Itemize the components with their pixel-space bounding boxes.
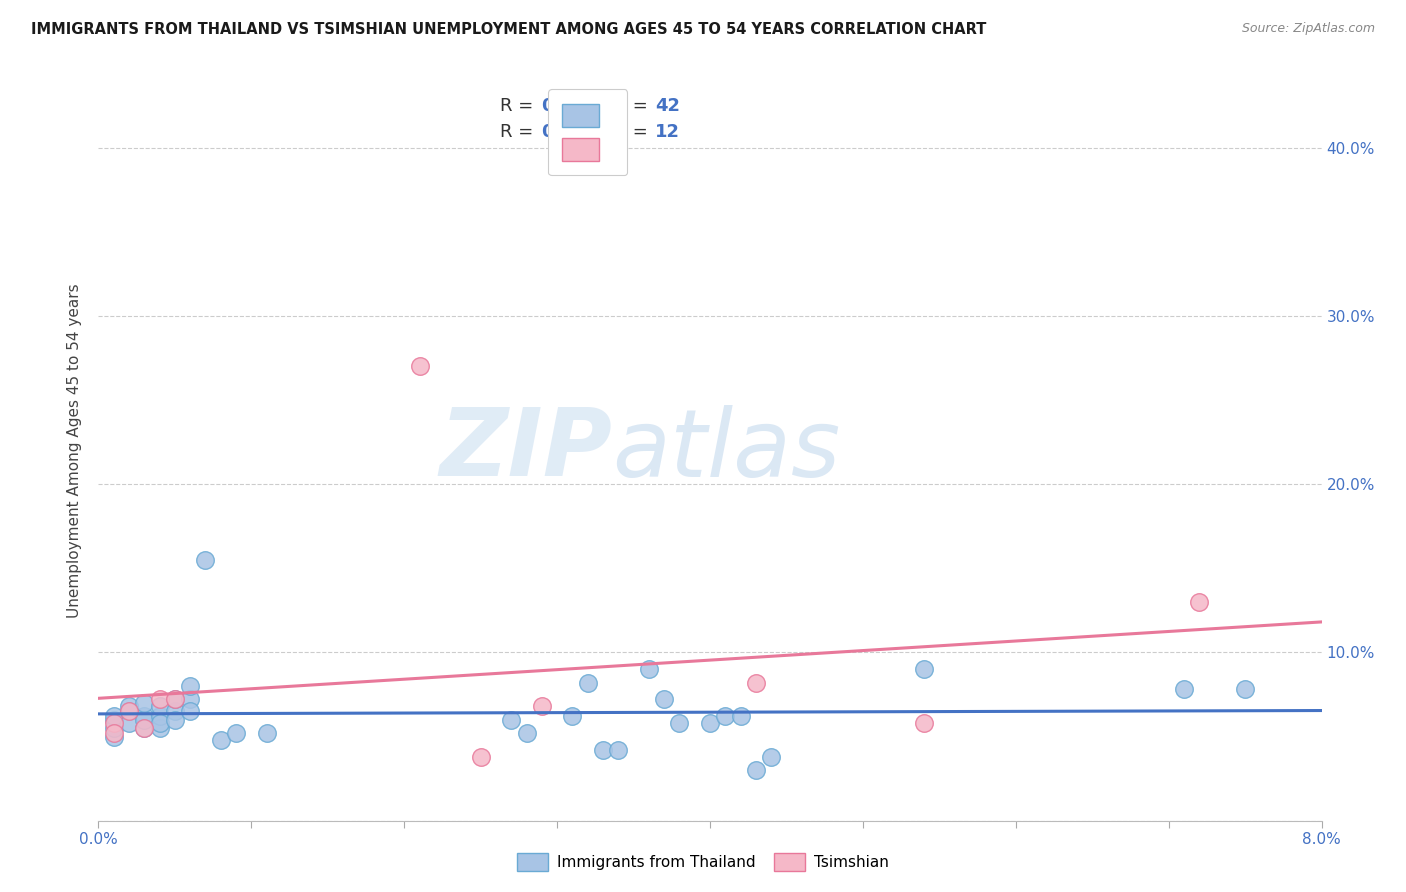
Point [103, 730, 125, 744]
Point [149, 716, 172, 731]
Point [134, 721, 156, 735]
Point [637, 662, 661, 676]
Point [103, 716, 125, 731]
Point [134, 696, 156, 710]
Legend: Immigrants from Thailand, Tsimshian: Immigrants from Thailand, Tsimshian [512, 847, 894, 877]
Point [912, 716, 935, 731]
Point [163, 713, 186, 727]
Point [576, 675, 599, 690]
Point [149, 721, 172, 735]
Point [699, 716, 721, 731]
Text: 42: 42 [655, 97, 681, 115]
Text: atlas: atlas [612, 405, 841, 496]
Text: IMMIGRANTS FROM THAILAND VS TSIMSHIAN UNEMPLOYMENT AMONG AGES 45 TO 54 YEARS COR: IMMIGRANTS FROM THAILAND VS TSIMSHIAN UN… [31, 22, 986, 37]
Point [179, 692, 201, 706]
Point [134, 709, 156, 723]
Point [179, 679, 201, 693]
Text: 12: 12 [655, 123, 681, 141]
Point [668, 716, 690, 731]
Point [530, 699, 553, 714]
Point [652, 692, 675, 706]
Point [561, 709, 583, 723]
Point [730, 709, 752, 723]
Point [163, 692, 186, 706]
Text: R =: R = [499, 97, 538, 115]
Point [745, 675, 768, 690]
Point [103, 709, 125, 723]
Point [194, 553, 217, 567]
Point [501, 713, 523, 727]
Point [163, 692, 186, 706]
Point [607, 743, 630, 757]
Point [225, 726, 247, 740]
Point [118, 699, 141, 714]
Text: ZIP: ZIP [439, 404, 612, 497]
Point [256, 726, 278, 740]
Point [149, 692, 172, 706]
Point [134, 713, 156, 727]
Point [1173, 682, 1195, 697]
Text: N =: N = [602, 123, 654, 141]
Point [745, 763, 768, 777]
Point [759, 749, 782, 764]
Point [179, 704, 201, 718]
Text: 0.221: 0.221 [541, 123, 598, 141]
Point [1188, 595, 1211, 609]
Point [470, 749, 492, 764]
Point [592, 743, 614, 757]
Legend: , : , [548, 89, 627, 176]
Point [714, 709, 737, 723]
Point [516, 726, 538, 740]
Point [103, 721, 125, 735]
Text: 0.118: 0.118 [541, 97, 598, 115]
Text: N =: N = [602, 97, 654, 115]
Point [118, 704, 141, 718]
Point [1234, 682, 1257, 697]
Point [163, 704, 186, 718]
Point [118, 716, 141, 731]
Point [149, 709, 172, 723]
Point [912, 662, 935, 676]
Point [149, 699, 172, 714]
Y-axis label: Unemployment Among Ages 45 to 54 years: Unemployment Among Ages 45 to 54 years [67, 283, 83, 618]
Point [103, 713, 125, 727]
Point [134, 721, 156, 735]
Text: R =: R = [499, 123, 538, 141]
Point [118, 704, 141, 718]
Text: Source: ZipAtlas.com: Source: ZipAtlas.com [1241, 22, 1375, 36]
Point [103, 726, 125, 740]
Point [209, 732, 232, 747]
Point [408, 359, 430, 374]
